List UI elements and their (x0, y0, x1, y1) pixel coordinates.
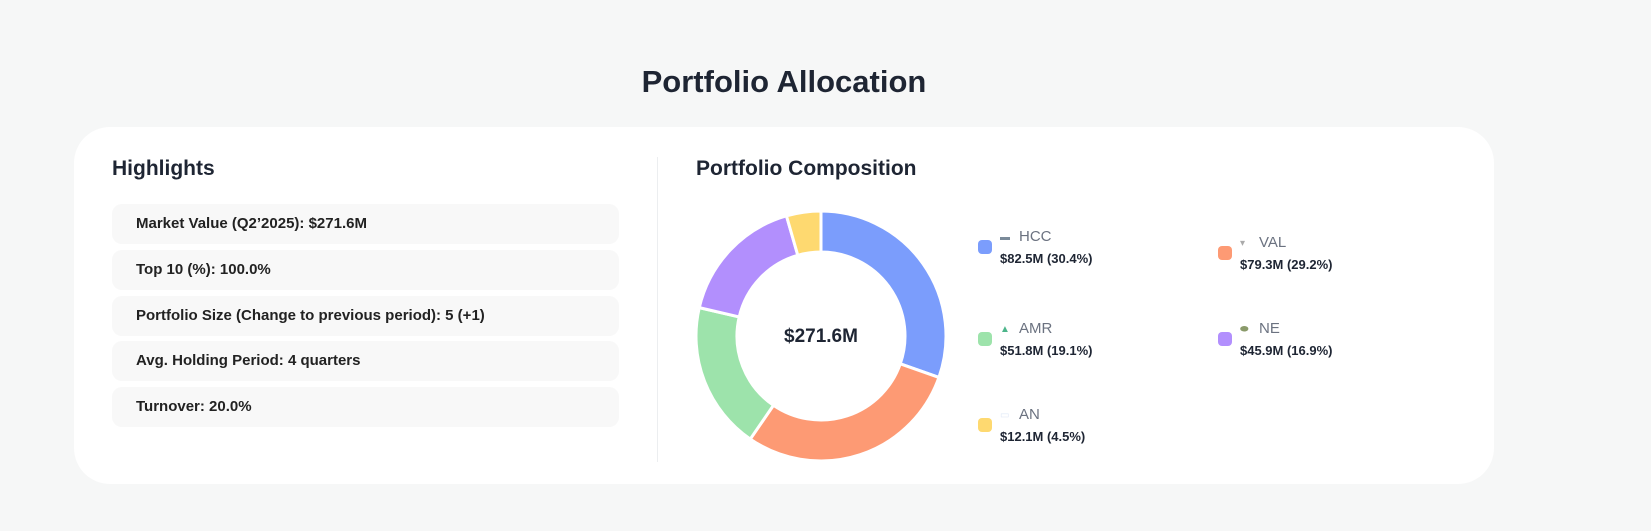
donut-slice-hcc[interactable] (819, 209, 948, 379)
ne-logo-icon: ⬬ (1240, 324, 1249, 335)
donut-chart (694, 209, 948, 463)
legend-value: $51.8M (19.1%) (1000, 343, 1093, 358)
an-logo-icon: ▭ (1000, 410, 1010, 421)
donut-slice-val[interactable] (748, 362, 941, 463)
legend-swatch (978, 418, 992, 432)
highlight-item: Avg. Holding Period: 4 quarters (112, 341, 619, 381)
legend-name: AMR (1019, 320, 1053, 337)
highlights-heading: Highlights (112, 157, 215, 180)
legend-swatch (978, 332, 992, 346)
highlight-item: Portfolio Size (Change to previous perio… (112, 296, 619, 336)
allocation-card: Highlights Market Value (Q2’2025): $271.… (74, 127, 1494, 484)
legend-value: $79.3M (29.2%) (1240, 257, 1333, 272)
amr-logo-icon: ▲ (1000, 324, 1010, 335)
legend-swatch (1218, 246, 1232, 260)
legend-value: $12.1M (4.5%) (1000, 429, 1086, 444)
legend-name: HCC (1019, 228, 1052, 245)
legend-swatch (978, 240, 992, 254)
legend-name: NE (1259, 320, 1280, 337)
page-title: Portfolio Allocation (641, 64, 927, 99)
hcc-logo-icon: ▬ (1000, 232, 1010, 243)
legend-label: ⬬ NE (1240, 320, 1280, 337)
legend-name: VAL (1259, 234, 1287, 251)
legend-label: ▭ AN (1000, 406, 1040, 423)
legend-label: ▬ HCC (1000, 228, 1052, 245)
donut-slice-ne[interactable] (697, 214, 800, 319)
highlight-item: Top 10 (%): 100.0% (112, 250, 619, 290)
legend-value: $82.5M (30.4%) (1000, 251, 1093, 266)
highlight-item: Turnover: 20.0% (112, 387, 619, 427)
legend-swatch (1218, 332, 1232, 346)
legend-label: ▲ AMR (1000, 320, 1052, 337)
legend-name: AN (1019, 406, 1040, 423)
legend-value: $45.9M (16.9%) (1240, 343, 1333, 358)
donut-slice-an[interactable] (784, 209, 823, 257)
val-logo-icon: ▾ (1240, 238, 1246, 249)
highlight-item: Market Value (Q2’2025): $271.6M (112, 204, 619, 244)
composition-heading: Portfolio Composition (696, 157, 917, 180)
legend-label: ▾ VAL (1240, 234, 1286, 251)
donut-center-total: $271.6M (784, 326, 858, 347)
divider (657, 157, 658, 462)
